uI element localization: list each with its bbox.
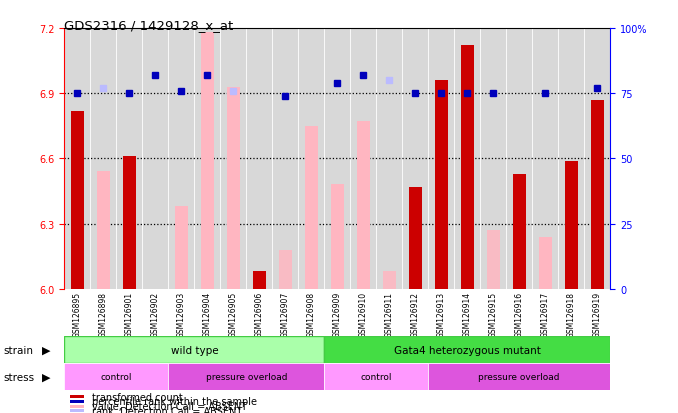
Bar [461,46,474,289]
Bar [97,172,110,289]
Text: GSM126895: GSM126895 [73,292,82,337]
Bar [175,207,188,289]
Bar [435,81,447,289]
Text: GSM126915: GSM126915 [489,292,498,337]
Bar [324,337,610,363]
Bar [201,33,214,289]
Bar [383,272,396,289]
Bar [513,174,525,289]
Text: GSM126907: GSM126907 [281,292,290,337]
Text: percentile rank within the sample: percentile rank within the sample [92,396,257,406]
Text: rank, Detection Call = ABSENT: rank, Detection Call = ABSENT [92,406,242,413]
Text: ▶: ▶ [42,372,51,382]
Text: strain: strain [3,345,33,355]
Text: GSM126904: GSM126904 [203,292,212,337]
Text: GSM126912: GSM126912 [411,292,420,337]
Text: stress: stress [3,372,35,382]
Text: GSM126910: GSM126910 [359,292,367,337]
Text: GSM126905: GSM126905 [229,292,238,337]
Text: GSM126913: GSM126913 [437,292,445,337]
Text: GSM126906: GSM126906 [255,292,264,337]
Text: transformed count: transformed count [92,392,182,402]
Text: GSM126903: GSM126903 [177,292,186,337]
Bar [539,237,552,289]
Text: wild type: wild type [171,345,218,355]
Text: GSM126916: GSM126916 [515,292,523,337]
Bar [279,250,292,289]
Bar [70,395,83,398]
Text: GSM126908: GSM126908 [307,292,316,337]
Text: GSM126917: GSM126917 [541,292,550,337]
Text: GSM126911: GSM126911 [385,292,394,337]
Bar [168,363,324,390]
Bar [64,337,324,363]
Bar [487,230,500,289]
Text: GSM126919: GSM126919 [593,292,601,337]
Text: control: control [100,373,132,381]
Bar [227,88,240,289]
Text: GSM126902: GSM126902 [151,292,160,337]
Text: GSM126914: GSM126914 [463,292,472,337]
Bar [409,187,422,289]
Text: GDS2316 / 1429128_x_at: GDS2316 / 1429128_x_at [64,19,234,31]
Text: GSM126909: GSM126909 [333,292,342,337]
Text: control: control [361,373,392,381]
Text: pressure overload: pressure overload [479,373,560,381]
Bar [428,363,610,390]
Text: GSM126898: GSM126898 [99,292,108,337]
Bar [71,112,84,289]
Bar [64,363,168,390]
Bar [331,185,344,289]
Text: GSM126901: GSM126901 [125,292,134,337]
Bar [565,161,578,289]
Text: pressure overload: pressure overload [205,373,287,381]
Bar [253,272,266,289]
Bar [591,100,603,289]
Text: GSM126918: GSM126918 [567,292,576,337]
Bar [70,405,83,408]
Bar [123,157,136,289]
Bar [70,409,83,412]
Bar [70,400,83,403]
Bar [357,122,370,289]
Bar [324,363,428,390]
Text: value, Detection Call = ABSENT: value, Detection Call = ABSENT [92,401,247,411]
Bar [305,126,318,289]
Text: Gata4 heterozygous mutant: Gata4 heterozygous mutant [394,345,540,355]
Text: ▶: ▶ [42,345,51,355]
